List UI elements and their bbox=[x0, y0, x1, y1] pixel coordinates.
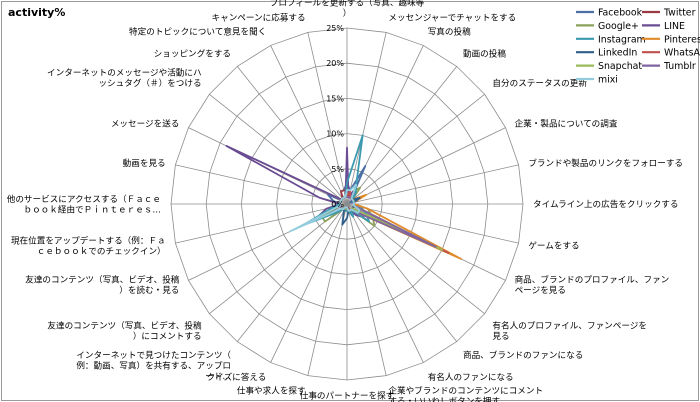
spoke-25 bbox=[236, 66, 348, 205]
legend-label-3: LINE bbox=[664, 21, 685, 32]
category-label-26: 特定のトピックについて意見を聞く bbox=[129, 25, 266, 37]
tick-label-3: 15% bbox=[326, 94, 344, 103]
spoke-12 bbox=[346, 203, 424, 363]
category-label-4: 自分のステータスの更新 bbox=[492, 77, 587, 89]
category-label-6: ブランドや製品のリンクをフォローする bbox=[528, 157, 683, 169]
legend-label-4: Instagram bbox=[598, 34, 646, 45]
spoke-17 bbox=[236, 203, 348, 342]
spoke-27 bbox=[307, 32, 348, 205]
spoke-18 bbox=[209, 203, 348, 315]
category-label-16: クイズに答える bbox=[207, 371, 267, 383]
category-label-19: 友達のコンテンツ（写真、ビデオ、投稿）を読む・見る bbox=[25, 274, 180, 297]
spoke-24 bbox=[209, 93, 348, 205]
legend-label-1: Twitter bbox=[663, 8, 696, 19]
category-label-18: 友達のコンテンツ（写真、ビデオ、投稿）にコメントする bbox=[47, 319, 202, 342]
legend-label-10: mixi bbox=[598, 75, 618, 86]
spoke-1 bbox=[346, 32, 387, 205]
spoke-20 bbox=[175, 203, 348, 244]
category-label-23: メッセージを送る bbox=[111, 117, 180, 129]
series-line-10 bbox=[289, 184, 361, 233]
spoke-26 bbox=[270, 45, 348, 205]
legend: Facebook Twitter Google+ LINE Instagram Pinte… bbox=[576, 8, 700, 86]
tick-label-2: 10% bbox=[326, 130, 344, 139]
category-labels: プロフィールを更新する（写真、趣味等） メッセンジャーでチャットをする写真の投稿動… bbox=[7, 0, 683, 402]
legend-label-0: Facebook bbox=[598, 8, 643, 19]
spoke-13 bbox=[346, 203, 387, 376]
legend-label-9: Tumblr bbox=[663, 61, 696, 72]
tick-label-5: 25% bbox=[326, 24, 344, 33]
spoke-4 bbox=[346, 93, 485, 205]
category-label-5: 企業・製品についての調査 bbox=[515, 117, 618, 129]
legend-label-6: LinkedIn bbox=[598, 48, 637, 59]
legend-label-7: WhatsApp bbox=[664, 48, 700, 59]
category-label-10: 有名人のプロファイル、ファンページを見る bbox=[492, 319, 647, 342]
chart-title: activity% bbox=[8, 6, 66, 19]
category-label-0: プロフィールを更新する（写真、趣味等） bbox=[270, 0, 425, 19]
category-label-14: 仕事のパートナーを探す bbox=[300, 389, 395, 401]
spoke-8 bbox=[346, 203, 519, 244]
radar-grid bbox=[170, 27, 524, 381]
category-label-9: 商品、ブランドのプロファイル、ファンページを見る bbox=[515, 274, 670, 297]
radial-tick-labels: 0% 5% 10% 15% 20% 25% bbox=[326, 24, 344, 209]
category-label-27: キャンペーンに応募する bbox=[212, 12, 306, 24]
category-label-8: ゲームをする bbox=[528, 240, 579, 252]
spoke-16 bbox=[270, 203, 348, 363]
category-label-15: 仕事や求人を探す bbox=[237, 385, 306, 397]
category-label-1: メッセンジャーでチャットをする bbox=[388, 13, 516, 24]
tick-label-0: 0% bbox=[331, 200, 344, 209]
category-label-20: 現在位置をアップデートする（例：Ｆａｃｅｂｏｏｋでのチェックイン） bbox=[11, 234, 166, 256]
category-label-17: インターネットで見つけたコンテンツ（例：動画、写真）を共有する、アップロード… bbox=[76, 350, 231, 382]
category-label-21: 他のサービスにアクセスする（Ｆａｃｅｂｏｏｋ経由でＰｉｎｔｅｒｅｓ… bbox=[7, 193, 161, 216]
tick-label-4: 20% bbox=[326, 59, 344, 68]
category-label-7: タイムライン上の広告をクリックする bbox=[533, 198, 679, 210]
spoke-15 bbox=[307, 203, 348, 376]
tick-label-1: 5% bbox=[331, 165, 344, 174]
spoke-5 bbox=[346, 127, 506, 205]
category-label-25: ショッピングをする bbox=[154, 47, 231, 59]
radar-series bbox=[225, 134, 463, 260]
category-label-11: 商品、ブランドのファンになる bbox=[463, 349, 583, 361]
category-label-24: インターネットのメッセージや活動にハッシュタグ（＃）をつける bbox=[47, 66, 202, 89]
category-label-3: 動画の投稿 bbox=[463, 47, 506, 59]
category-label-13: 企業やブランドのコンテンツにコメントする・いいね！ボタンを押す bbox=[388, 385, 543, 402]
category-label-12: 有名人のファンになる bbox=[428, 371, 514, 383]
spoke-3 bbox=[346, 66, 458, 205]
category-label-2: 写真の投稿 bbox=[428, 25, 471, 37]
category-label-22: 動画を見る bbox=[123, 158, 166, 169]
legend-label-2: Google+ bbox=[598, 21, 639, 32]
spoke-6 bbox=[346, 164, 519, 205]
legend-label-5: Pinterest bbox=[664, 34, 700, 45]
legend-label-8: Snapchat bbox=[598, 61, 642, 72]
spoke-11 bbox=[346, 203, 458, 342]
